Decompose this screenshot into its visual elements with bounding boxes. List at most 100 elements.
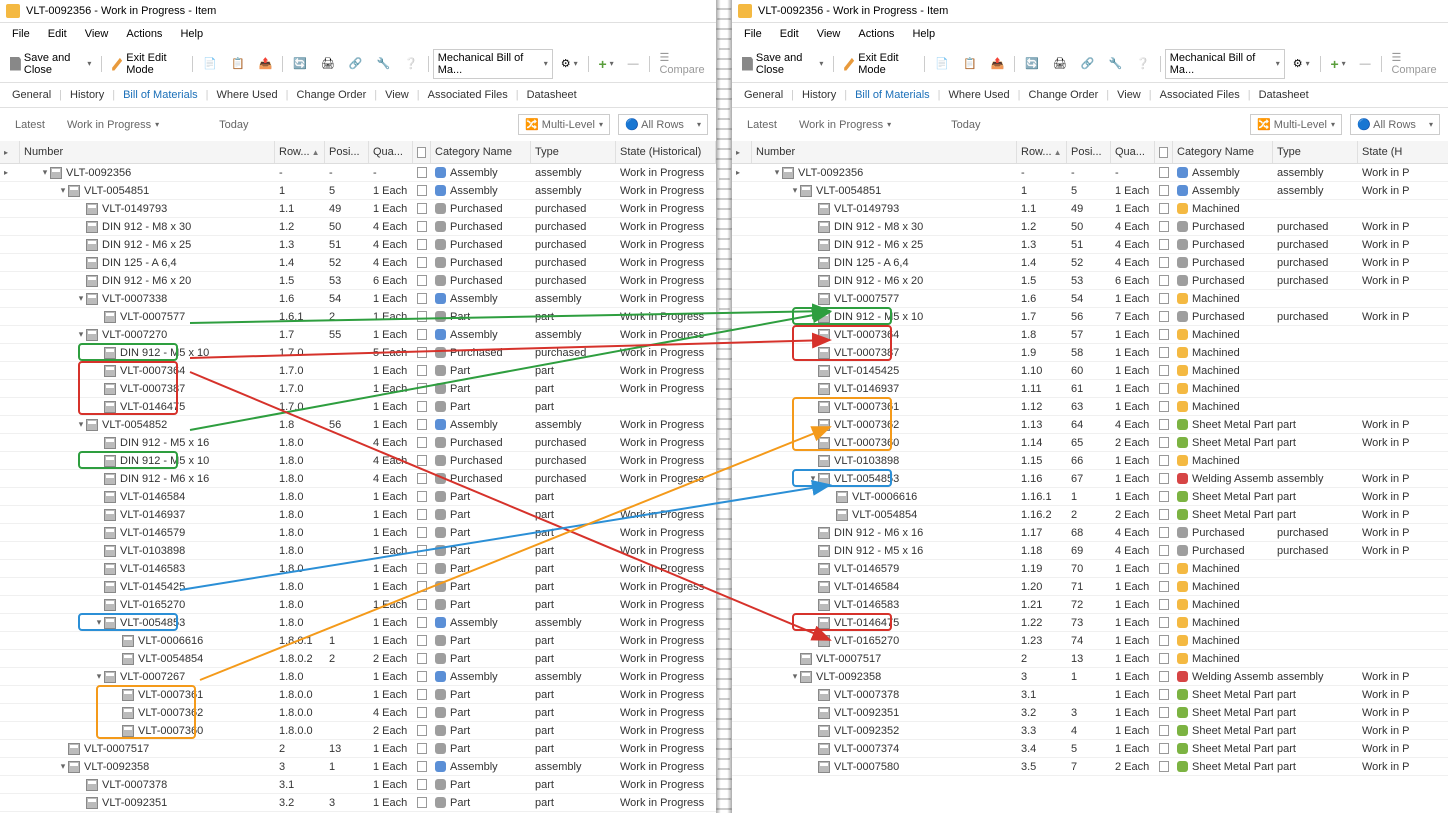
tab-history[interactable]: History [798,87,840,103]
bom-row[interactable]: VLT-0146584 1.8.0 1 Each Part part [0,488,716,506]
bom-row[interactable]: VLT-0007378 3.1 1 Each Part part Work in… [0,776,716,794]
chk-cell[interactable] [413,688,431,701]
bom-row[interactable]: ▾ VLT-0092358 3 1 1 Each Welding Assembl… [732,668,1448,686]
chk-cell[interactable] [1155,274,1173,287]
tb-doc-icon[interactable]: 📄 [197,54,223,73]
chk-cell[interactable] [1155,580,1173,593]
tb-help-icon[interactable]: ❔ [1130,54,1156,73]
menu-edit[interactable]: Edit [40,25,75,43]
bom-row[interactable]: ▾ VLT-0054853 1.8.0 1 Each Assembly asse… [0,614,716,632]
compare-button[interactable]: ☰ Compare [653,48,712,79]
chk-cell[interactable] [413,418,431,431]
bom-row[interactable]: VLT-0092351 3.2 3 1 Each Part part Work … [0,794,716,812]
col-type[interactable]: Type [531,141,616,163]
tab-change-order[interactable]: Change Order [1025,87,1103,103]
chk-cell[interactable] [1155,562,1173,575]
expand-cell[interactable] [0,406,20,408]
bom-row[interactable]: DIN 912 - M6 x 20 1.5 53 6 Each Purchase… [0,272,716,290]
bom-row[interactable]: VLT-0007364 1.7.0 1 Each Part part Work … [0,362,716,380]
expand-cell[interactable] [0,640,20,642]
chk-cell[interactable] [1155,688,1173,701]
filter-multilevel[interactable]: 🔀 Multi-Level▾ [1250,114,1342,135]
tab-change-order[interactable]: Change Order [293,87,371,103]
chk-cell[interactable] [413,562,431,575]
tb-export-icon[interactable]: 📤 [253,54,279,73]
chk-cell[interactable] [1155,616,1173,629]
expand-cell[interactable] [732,640,752,642]
chk-cell[interactable] [413,742,431,755]
tab-associated-files[interactable]: Associated Files [1156,87,1244,103]
filter-multilevel[interactable]: 🔀 Multi-Level▾ [518,114,610,135]
bom-row[interactable]: VLT-0006616 1.8.0.1 1 1 Each Part part W… [0,632,716,650]
bom-row[interactable]: VLT-0007387 1.9 58 1 Each Machined [732,344,1448,362]
bom-row[interactable]: VLT-0149793 1.1 49 1 Each Purchased purc… [0,200,716,218]
bom-row[interactable]: VLT-0165270 1.23 74 1 Each Machined [732,632,1448,650]
bom-row[interactable]: ▾ VLT-0054851 1 5 1 Each Assembly assemb… [0,182,716,200]
chk-cell[interactable] [1155,184,1173,197]
remove-button[interactable]: — [1354,55,1377,73]
bom-row[interactable]: VLT-0007360 1.14 65 2 Each Sheet Metal P… [732,434,1448,452]
expand-cell[interactable] [732,712,752,714]
col-qty[interactable]: Qua... [369,141,413,163]
expand-cell[interactable] [732,766,752,768]
expand-cell[interactable] [0,460,20,462]
chk-cell[interactable] [1155,490,1173,503]
menu-file[interactable]: File [736,25,770,43]
chk-cell[interactable] [413,796,431,809]
chk-cell[interactable] [1155,238,1173,251]
bom-row[interactable]: VLT-0007361 1.8.0.0 1 Each Part part Wor… [0,686,716,704]
filter-allrows[interactable]: 🔵 All Rows▾ [618,114,708,135]
tree-expander[interactable]: ▾ [58,761,68,772]
expand-cell[interactable] [732,694,752,696]
col-chk[interactable] [1155,141,1173,163]
bom-row[interactable]: DIN 912 - M5 x 10 1.7.0 5 Each Purchased… [0,344,716,362]
bom-row[interactable]: ▾ VLT-0007270 1.7 55 1 Each Assembly ass… [0,326,716,344]
filter-today[interactable]: Today [944,115,987,135]
chk-cell[interactable] [1155,526,1173,539]
expand-cell[interactable] [0,748,20,750]
tab-datasheet[interactable]: Datasheet [523,87,581,103]
tree-expander[interactable]: ▾ [808,473,818,484]
menu-file[interactable]: File [4,25,38,43]
chk-cell[interactable] [413,454,431,467]
bom-row[interactable]: VLT-0007361 1.12 63 1 Each Machined [732,398,1448,416]
expand-cell[interactable] [732,334,752,336]
bom-row[interactable]: VLT-0054854 1.8.0.2 2 2 Each Part part W… [0,650,716,668]
chk-cell[interactable] [1155,346,1173,359]
bom-row[interactable]: DIN 912 - M6 x 20 1.5 53 6 Each Purchase… [732,272,1448,290]
chk-cell[interactable] [413,598,431,611]
chk-cell[interactable] [413,724,431,737]
expand-cell[interactable] [732,388,752,390]
tab-datasheet[interactable]: Datasheet [1255,87,1313,103]
bom-row[interactable]: VLT-0007387 1.7.0 1 Each Part part Work … [0,380,716,398]
col-cat[interactable]: Category Name [1173,141,1273,163]
chk-cell[interactable] [413,706,431,719]
expand-cell[interactable] [0,496,20,498]
chk-cell[interactable] [413,436,431,449]
chk-cell[interactable] [1155,382,1173,395]
chk-cell[interactable] [1155,220,1173,233]
tb-gear-icon[interactable]: ⚙▾ [555,54,584,73]
chk-cell[interactable] [413,256,431,269]
tb-refresh-icon[interactable]: 🔄 [1019,54,1045,73]
expand-cell[interactable] [732,478,752,480]
expand-cell[interactable] [0,658,20,660]
chk-cell[interactable] [413,184,431,197]
bom-type-dropdown[interactable]: Mechanical Bill of Ma...▾ [433,49,553,79]
chk-cell[interactable] [1155,508,1173,521]
bom-row[interactable]: VLT-0007517 2 13 1 Each Machined [732,650,1448,668]
bom-row[interactable]: VLT-0146937 1.8.0 1 Each Part part Work … [0,506,716,524]
tab-bill-of-materials[interactable]: Bill of Materials [851,87,934,103]
bom-type-dropdown[interactable]: Mechanical Bill of Ma...▾ [1165,49,1285,79]
chk-cell[interactable] [1155,760,1173,773]
compare-button[interactable]: ☰ Compare [1385,48,1444,79]
expand-cell[interactable] [732,262,752,264]
expand-cell[interactable] [0,604,20,606]
expand-cell[interactable] [732,748,752,750]
bom-row[interactable]: VLT-0146937 1.11 61 1 Each Machined [732,380,1448,398]
col-number[interactable]: Number [752,141,1017,163]
expand-cell[interactable] [732,586,752,588]
exit-edit-button[interactable]: Exit Edit Mode [106,49,188,79]
bom-row[interactable]: VLT-0103898 1.8.0 1 Each Part part Work … [0,542,716,560]
tb-export-icon[interactable]: 📤 [985,54,1011,73]
